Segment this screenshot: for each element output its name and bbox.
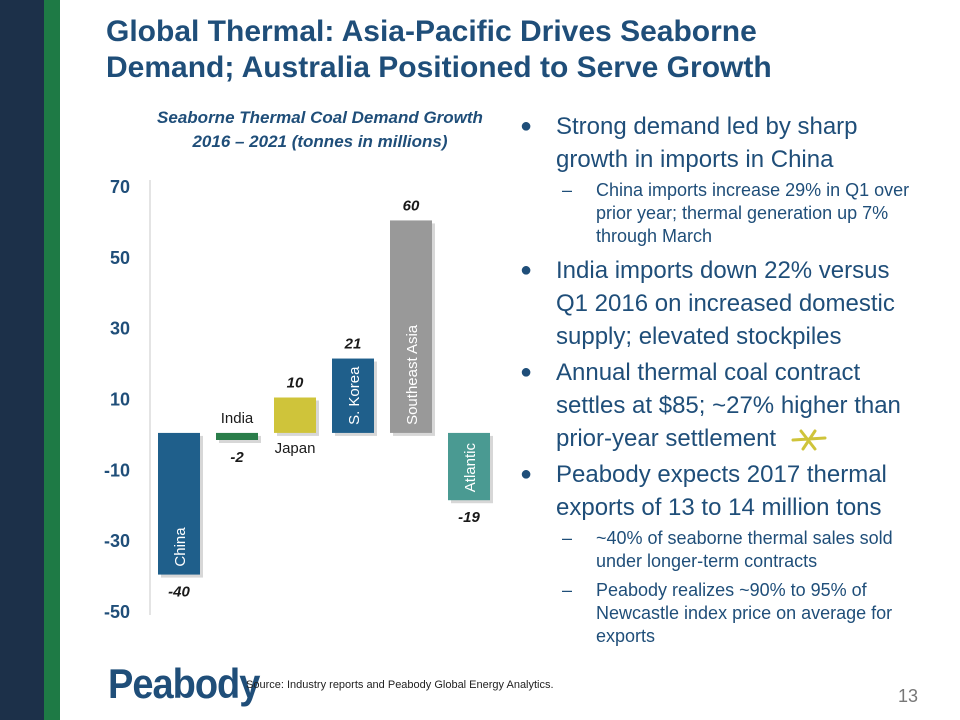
bullet-1-sub-1-text: China imports increase 29% in Q1 over pr… bbox=[596, 180, 910, 246]
bullet-3: ● Annual thermal coal contract settles a… bbox=[520, 356, 920, 455]
left-green-band bbox=[44, 0, 60, 720]
bullet-2: ● India imports down 22% versus Q1 2016 … bbox=[520, 254, 920, 353]
chart-title-line2: 2016 – 2021 (tonnes in millions) bbox=[192, 132, 448, 151]
bullet-4-sub-1: – ~40% of seaborne thermal sales sold un… bbox=[562, 527, 920, 573]
bullet-marker: ● bbox=[520, 115, 533, 137]
peabody-logo: Peabody bbox=[108, 661, 260, 709]
bar-china bbox=[158, 432, 200, 575]
bullet-2-text: India imports down 22% versus Q1 2016 on… bbox=[556, 257, 895, 350]
bullet-list: ● Strong demand led by sharp growth in i… bbox=[520, 110, 920, 654]
y-tick-label: 10 bbox=[110, 390, 130, 410]
data-label: 21 bbox=[344, 336, 362, 353]
chart-title: Seaborne Thermal Coal Demand Growth 2016… bbox=[120, 106, 520, 154]
sparkle-icon bbox=[791, 429, 827, 451]
data-label: -19 bbox=[458, 509, 480, 526]
bullet-marker: ● bbox=[520, 361, 533, 383]
category-label: India bbox=[221, 410, 254, 427]
bar-southeast-asia bbox=[390, 220, 432, 433]
page-number: 13 bbox=[897, 686, 918, 706]
category-label: S. Korea bbox=[346, 366, 363, 425]
slide-title-line2: Demand; Australia Positioned to Serve Gr… bbox=[106, 51, 772, 84]
demand-growth-chart: 70 50 30 10 -10 -30 -50 -40 China -2 India 10 Japan 2… bbox=[104, 177, 493, 622]
slide-title: Global Thermal: Asia-Pacific Drives Seab… bbox=[106, 14, 926, 86]
bullet-marker: ● bbox=[520, 259, 533, 281]
dash-marker: – bbox=[562, 580, 573, 600]
dash-marker: – bbox=[562, 180, 573, 200]
y-tick-label: -10 bbox=[104, 460, 130, 480]
bullet-1-text: Strong demand led by sharp growth in imp… bbox=[556, 113, 858, 173]
data-label: 10 bbox=[287, 375, 304, 392]
data-label: -40 bbox=[168, 584, 190, 601]
bullet-3-text-body: Annual thermal coal contract settles at … bbox=[556, 359, 901, 452]
y-tick-label: 50 bbox=[110, 248, 130, 268]
bar-india bbox=[216, 432, 258, 440]
category-label: China bbox=[172, 527, 189, 567]
y-tick-label: 30 bbox=[110, 319, 130, 339]
bullet-3-text: Annual thermal coal contract settles at … bbox=[556, 356, 920, 455]
bullet-4-sub-1-text: ~40% of seaborne thermal sales sold unde… bbox=[596, 528, 893, 571]
slide-title-line1: Global Thermal: Asia-Pacific Drives Seab… bbox=[106, 15, 757, 48]
bullet-1-sub-1: – China imports increase 29% in Q1 over … bbox=[562, 179, 920, 248]
bullet-4-sub-2-text: Peabody realizes ~90% to 95% of Newcastl… bbox=[596, 580, 893, 646]
y-tick-label: -30 bbox=[104, 531, 130, 551]
y-tick-label: -50 bbox=[104, 602, 130, 622]
bar-atlantic bbox=[448, 432, 490, 501]
category-label: Atlantic bbox=[462, 443, 479, 493]
bullet-1: ● Strong demand led by sharp growth in i… bbox=[520, 110, 920, 176]
left-navy-band bbox=[0, 0, 44, 720]
data-label: 60 bbox=[403, 197, 420, 214]
bullet-marker: ● bbox=[520, 463, 533, 485]
dash-marker: – bbox=[562, 528, 573, 548]
category-label: Southeast Asia bbox=[404, 324, 421, 425]
bullet-4: ● Peabody expects 2017 thermal exports o… bbox=[520, 458, 920, 524]
chart-title-line1: Seaborne Thermal Coal Demand Growth bbox=[157, 108, 483, 127]
data-label: -2 bbox=[230, 449, 244, 466]
bullet-4-sub-2: – Peabody realizes ~90% to 95% of Newcas… bbox=[562, 579, 920, 648]
bullet-4-text: Peabody expects 2017 thermal exports of … bbox=[556, 461, 887, 521]
bar-japan bbox=[274, 397, 316, 433]
source-note: Source: Industry reports and Peabody Glo… bbox=[246, 679, 554, 691]
category-label: Japan bbox=[275, 440, 316, 457]
bar-s-korea bbox=[332, 358, 374, 433]
y-tick-label: 70 bbox=[110, 177, 130, 197]
